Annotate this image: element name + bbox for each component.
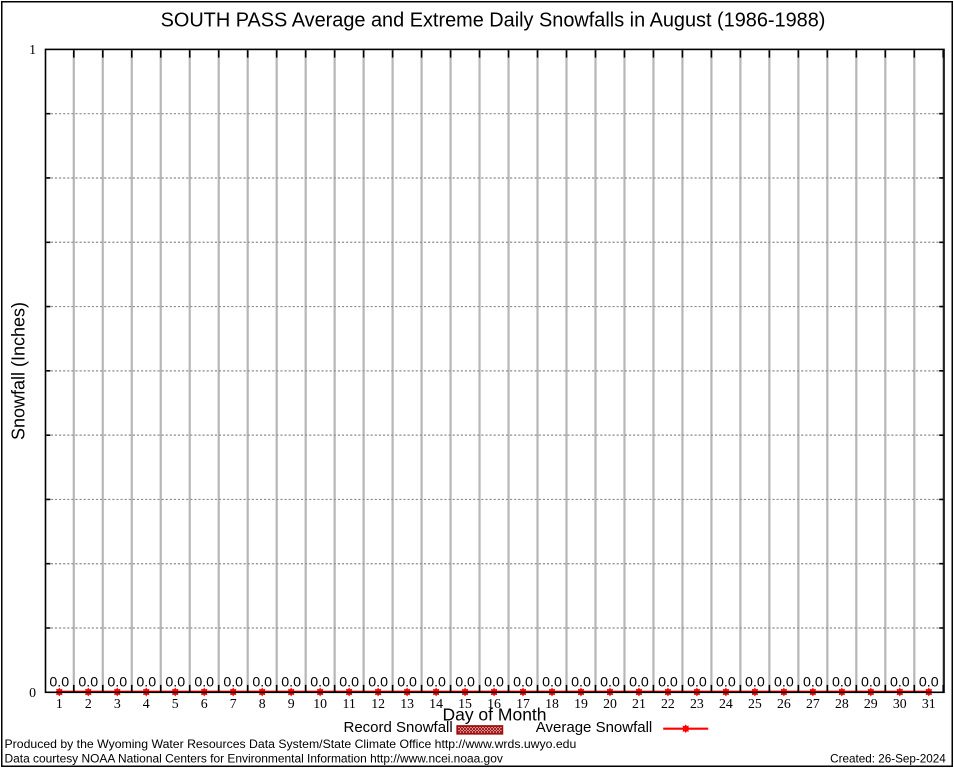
svg-text:0.0: 0.0 [484, 675, 504, 691]
svg-text:0.0: 0.0 [223, 675, 243, 691]
svg-text:17: 17 [516, 696, 530, 711]
svg-text:8: 8 [259, 696, 266, 711]
svg-text:0.0: 0.0 [687, 675, 707, 691]
svg-text:13: 13 [400, 696, 414, 711]
svg-text:0.0: 0.0 [745, 675, 765, 691]
svg-text:10: 10 [313, 696, 327, 711]
svg-text:29: 29 [864, 696, 878, 711]
svg-text:31: 31 [922, 696, 936, 711]
svg-text:28: 28 [835, 696, 849, 711]
svg-text:18: 18 [545, 696, 559, 711]
svg-text:0: 0 [29, 685, 36, 700]
svg-text:0.0: 0.0 [600, 675, 620, 691]
svg-text:20: 20 [603, 696, 617, 711]
svg-text:0.0: 0.0 [629, 675, 649, 691]
svg-text:27: 27 [806, 696, 820, 711]
svg-text:30: 30 [893, 696, 907, 711]
svg-text:24: 24 [719, 696, 733, 711]
svg-text:25: 25 [748, 696, 762, 711]
svg-text:0.0: 0.0 [542, 675, 562, 691]
svg-text:Created: 26-Sep-2024: Created: 26-Sep-2024 [830, 752, 946, 765]
svg-text:19: 19 [574, 696, 588, 711]
svg-text:0.0: 0.0 [78, 675, 98, 691]
svg-text:0.0: 0.0 [397, 675, 417, 691]
svg-text:0.0: 0.0 [513, 675, 533, 691]
svg-text:0.0: 0.0 [194, 675, 214, 691]
svg-text:1: 1 [29, 42, 36, 57]
svg-text:0.0: 0.0 [832, 675, 852, 691]
svg-text:0.0: 0.0 [339, 675, 359, 691]
svg-text:23: 23 [690, 696, 704, 711]
svg-text:3: 3 [114, 696, 121, 711]
svg-text:21: 21 [632, 696, 646, 711]
svg-text:0.0: 0.0 [49, 675, 69, 691]
svg-text:0.0: 0.0 [455, 675, 475, 691]
svg-text:Average Snowfall: Average Snowfall [536, 719, 652, 736]
svg-text:Day of Month: Day of Month [442, 705, 546, 725]
svg-text:2: 2 [85, 696, 92, 711]
svg-text:6: 6 [201, 696, 208, 711]
svg-text:15: 15 [458, 696, 472, 711]
svg-text:0.0: 0.0 [890, 675, 910, 691]
svg-text:Snowfall (Inches): Snowfall (Inches) [8, 302, 28, 440]
svg-text:0.0: 0.0 [165, 675, 185, 691]
svg-text:Produced by the Wyoming Water: Produced by the Wyoming Water Resources … [5, 737, 577, 751]
svg-text:14: 14 [429, 696, 443, 711]
svg-text:4: 4 [143, 696, 150, 711]
svg-text:0.0: 0.0 [252, 675, 272, 691]
svg-text:5: 5 [172, 696, 179, 711]
svg-text:Data courtesy NOAA National Ce: Data courtesy NOAA National Centers for … [5, 752, 503, 766]
svg-text:0.0: 0.0 [919, 675, 939, 691]
svg-text:0.0: 0.0 [803, 675, 823, 691]
svg-text:0.0: 0.0 [571, 675, 591, 691]
svg-text:0.0: 0.0 [774, 675, 794, 691]
svg-text:0.0: 0.0 [658, 675, 678, 691]
svg-text:0.0: 0.0 [107, 675, 127, 691]
svg-text:16: 16 [487, 696, 501, 711]
svg-text:9: 9 [288, 696, 295, 711]
svg-text:0.0: 0.0 [136, 675, 156, 691]
svg-text:7: 7 [230, 696, 237, 711]
svg-text:0.0: 0.0 [281, 675, 301, 691]
svg-text:0.0: 0.0 [310, 675, 330, 691]
svg-text:26: 26 [777, 696, 791, 711]
svg-text:12: 12 [371, 696, 385, 711]
svg-text:Record Snowfall: Record Snowfall [344, 719, 453, 736]
svg-text:1: 1 [56, 696, 63, 711]
svg-text:11: 11 [342, 696, 355, 711]
svg-text:0.0: 0.0 [861, 675, 881, 691]
svg-text:22: 22 [661, 696, 675, 711]
svg-text:0.0: 0.0 [368, 675, 388, 691]
svg-text:SOUTH PASS Average and Extreme: SOUTH PASS Average and Extreme Daily Sno… [161, 10, 826, 32]
svg-text:0.0: 0.0 [716, 675, 736, 691]
svg-text:0.0: 0.0 [426, 675, 446, 691]
